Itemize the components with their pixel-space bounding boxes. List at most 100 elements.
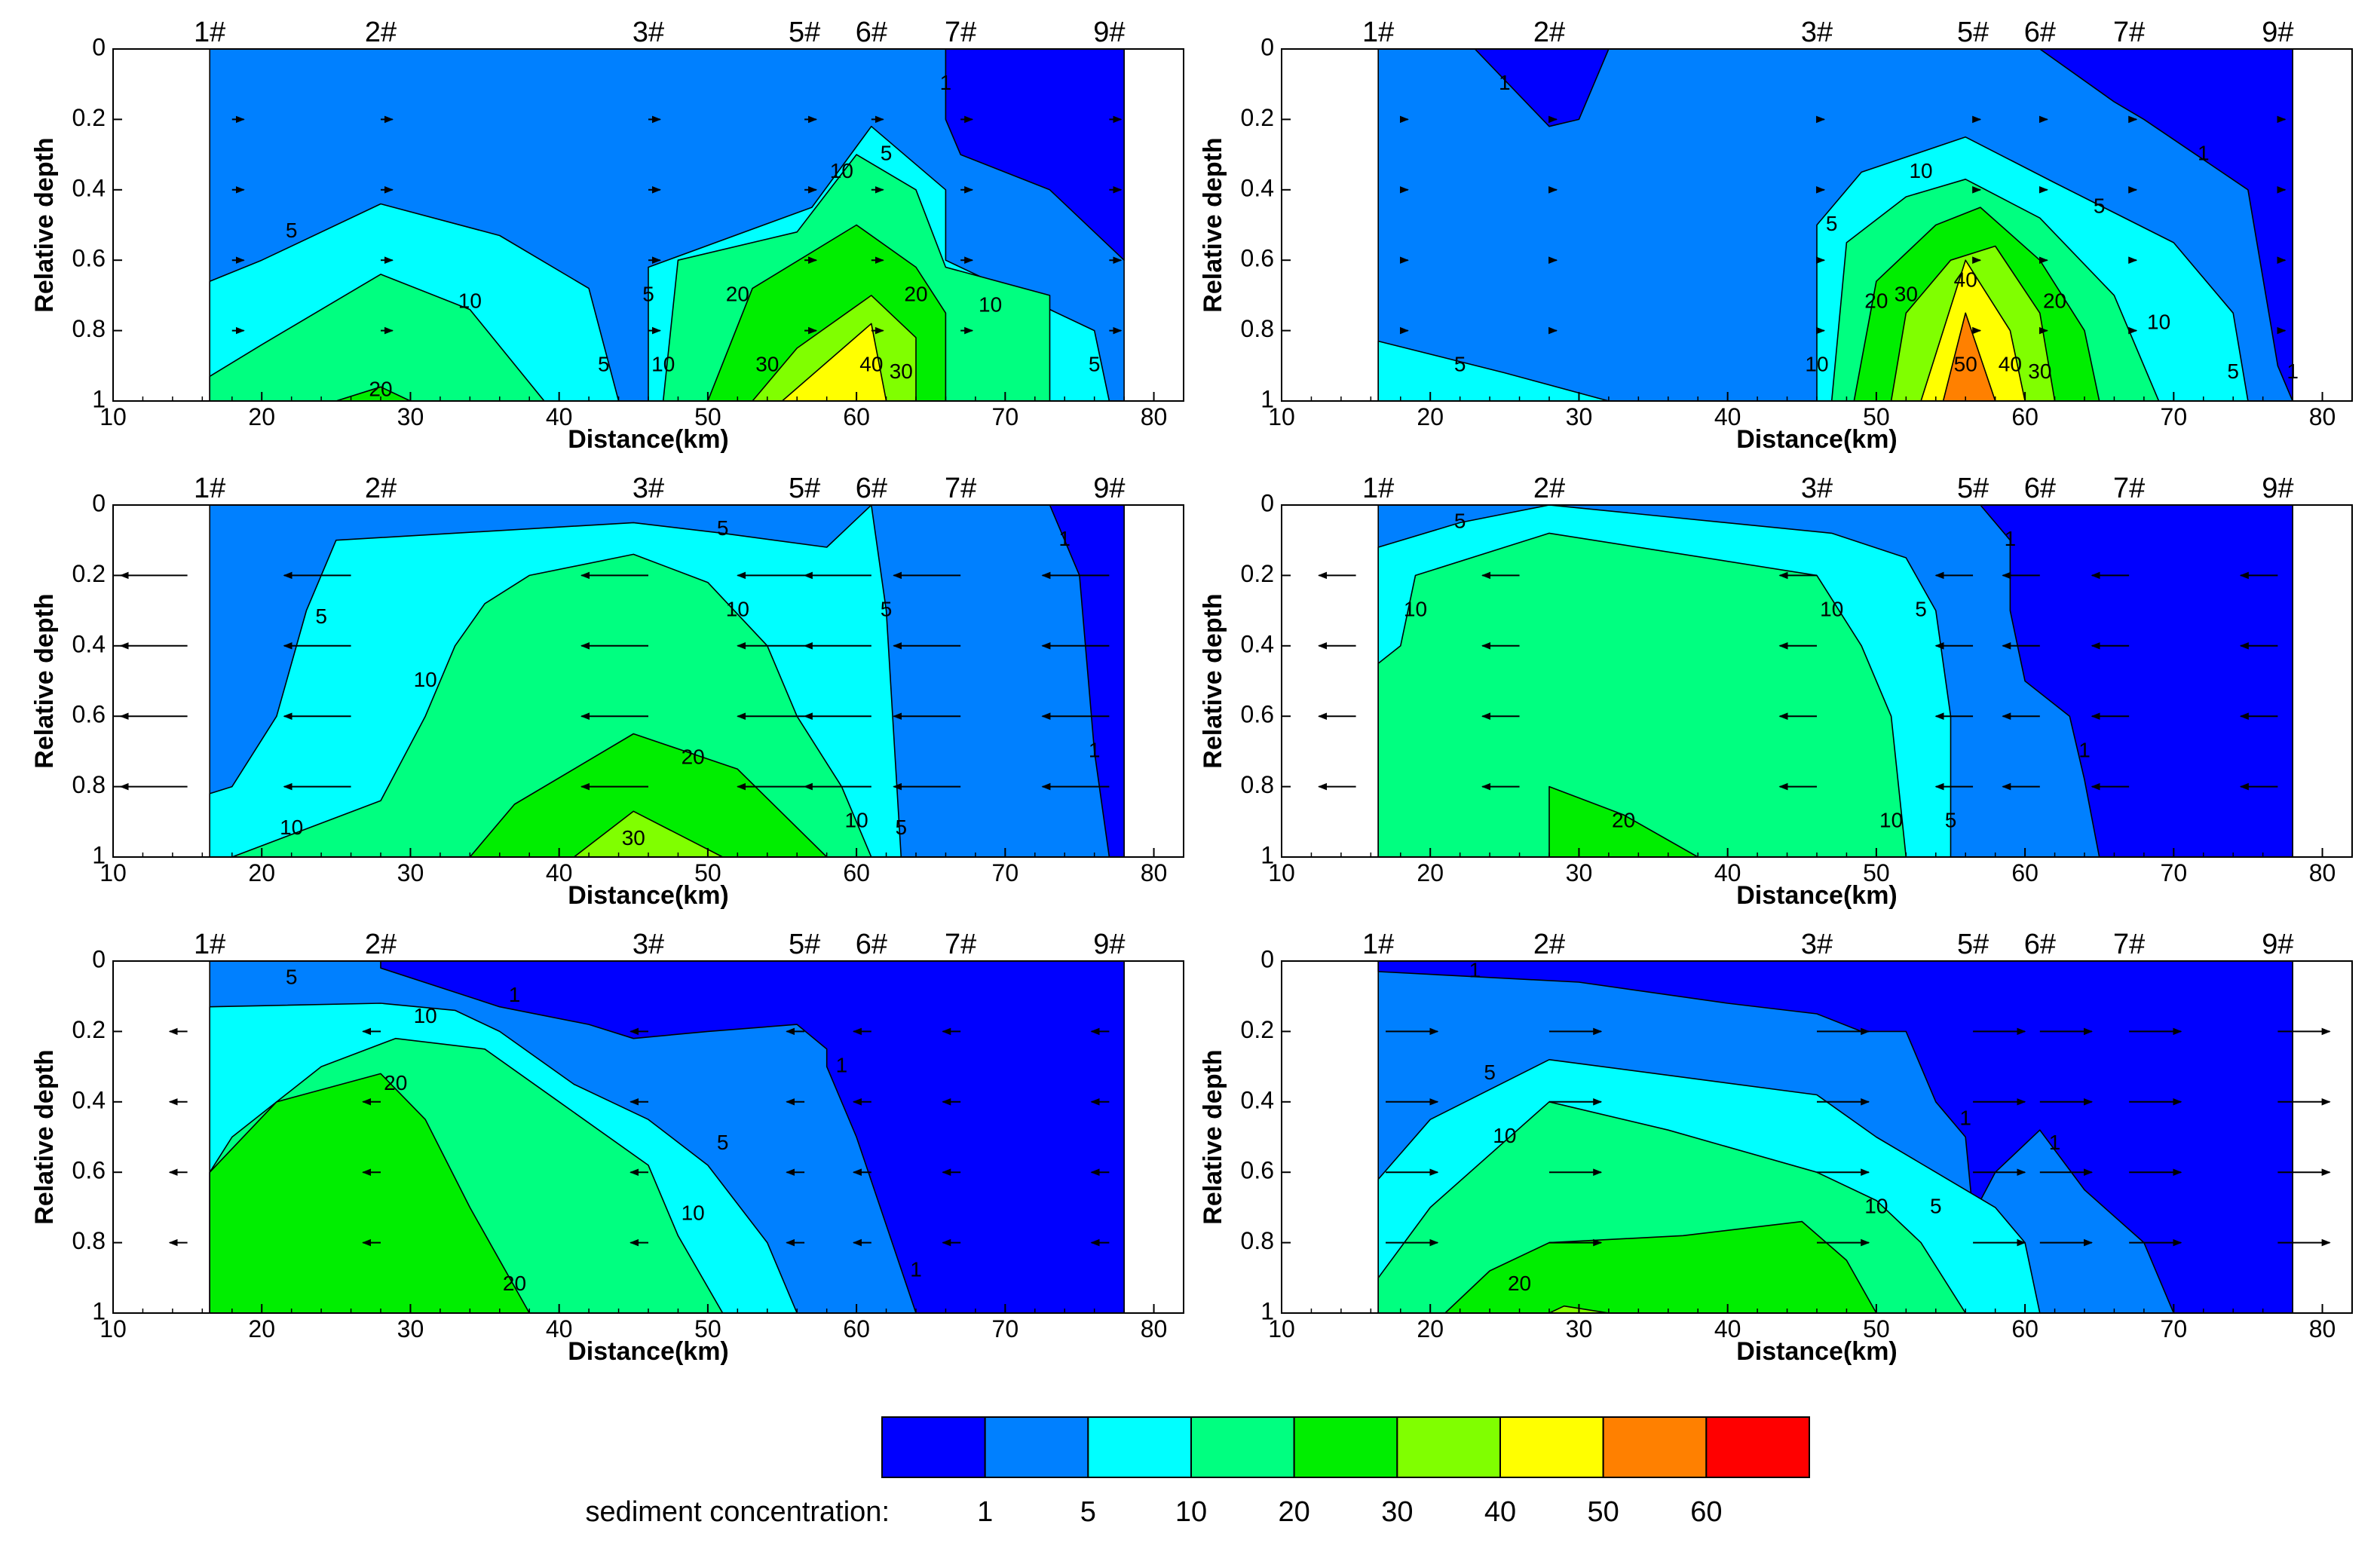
station-label: 1# — [194, 929, 225, 960]
contour-label: 5 — [717, 1131, 729, 1154]
contour-label: 10 — [458, 289, 482, 313]
x-tick-label: 60 — [843, 403, 870, 430]
station-label: 3# — [1801, 17, 1833, 48]
x-axis-title: Distance(km) — [568, 425, 729, 454]
contour-band-4 — [1548, 785, 1698, 857]
x-tick-label: 10 — [100, 403, 127, 430]
contour-band-2 — [1377, 961, 2293, 1313]
x-tick-label: 60 — [2011, 1315, 2038, 1342]
station-label: 5# — [789, 929, 820, 960]
contour-label: 20 — [1612, 809, 1635, 832]
contour-label: 30 — [1895, 282, 1918, 305]
station-label: 1# — [1362, 473, 1394, 504]
y-tick-label: 1 — [1260, 1297, 1274, 1324]
y-tick-label: 0.4 — [1241, 630, 1274, 657]
x-tick-label: 70 — [992, 859, 1019, 886]
contour-label: 5 — [598, 353, 610, 376]
station-label: 9# — [2262, 473, 2293, 504]
contour-label: 1 — [2198, 141, 2210, 164]
colorbar-swatch — [1396, 1416, 1502, 1478]
y-tick-label: 0.6 — [1241, 701, 1274, 728]
station-label: 2# — [1533, 473, 1565, 504]
station-label: 7# — [2113, 929, 2145, 960]
contour-label: 1 — [1058, 527, 1071, 550]
contour-label: 20 — [2043, 289, 2066, 313]
station-label: 1# — [1362, 17, 1394, 48]
contour-label: 1 — [836, 1053, 848, 1076]
x-tick-label: 20 — [248, 403, 275, 430]
contour-label: 5 — [717, 516, 729, 540]
station-label: 6# — [856, 17, 887, 48]
contour-label: 10 — [1909, 159, 1932, 182]
y-tick-label: 0 — [1260, 33, 1274, 60]
contour-bands: 5 10 10 5 10 5 20 1 1 — [1318, 505, 2293, 857]
x-tick-label: 60 — [843, 1315, 870, 1342]
x-tick-label: 30 — [1566, 1315, 1593, 1342]
y-axis-title: Relative depth — [1199, 593, 1227, 768]
colorbar-swatch — [1190, 1416, 1295, 1478]
contour-label: 5 — [1826, 212, 1838, 235]
y-tick-label: 0 — [92, 489, 106, 516]
x-tick-label: 70 — [992, 1315, 1019, 1342]
station-label: 7# — [2113, 17, 2145, 48]
contour-label: 50 — [1954, 353, 1977, 376]
contour-label: 10 — [1820, 597, 1843, 620]
contour-label: 5 — [286, 966, 298, 989]
y-tick-label: 0.8 — [1241, 771, 1274, 798]
station-label: 2# — [1533, 929, 1565, 960]
x-tick-label: 80 — [2309, 403, 2336, 430]
contour-label: 20 — [503, 1272, 526, 1295]
station-label: 3# — [1801, 473, 1833, 504]
contour-label: 5 — [1454, 510, 1466, 533]
y-tick-label: 0.8 — [1241, 315, 1274, 342]
contour-band-5 — [335, 386, 412, 401]
x-tick-label: 50 — [1863, 859, 1890, 886]
y-tick-label: 0.6 — [72, 701, 106, 728]
colorbar-swatch — [1499, 1416, 1604, 1478]
station-label: 6# — [856, 473, 887, 504]
station-label: 2# — [365, 929, 397, 960]
contour-label: 30 — [755, 353, 779, 376]
contour-label: 30 — [890, 360, 913, 383]
station-label: 6# — [856, 929, 887, 960]
station-label: 9# — [1093, 17, 1125, 48]
contour-label: 10 — [845, 809, 868, 832]
station-label: 6# — [2024, 929, 2056, 960]
contour-label: 5 — [1945, 809, 1957, 832]
y-tick-label: 0.4 — [72, 1086, 106, 1113]
station-label: 3# — [633, 473, 664, 504]
contour-label: 20 — [1864, 289, 1888, 313]
contour-label: 10 — [830, 159, 853, 182]
contour-label: 40 — [859, 353, 883, 376]
y-tick-label: 0.2 — [72, 104, 106, 131]
x-tick-label: 70 — [2161, 1315, 2188, 1342]
station-label: 5# — [789, 17, 820, 48]
contour-label: 10 — [1879, 809, 1903, 832]
colorbar-swatch — [1705, 1416, 1810, 1478]
station-label: 5# — [1957, 929, 1989, 960]
colorbar-tick-label: 50 — [1588, 1496, 1619, 1528]
station-label: 2# — [365, 473, 397, 504]
x-axis-title: Distance(km) — [1736, 1337, 1898, 1366]
station-label: 7# — [945, 473, 976, 504]
contour-label: 10 — [414, 668, 437, 691]
x-tick-label: 30 — [397, 403, 424, 430]
contour-band-4 — [209, 274, 545, 401]
y-tick-label: 0.4 — [1241, 174, 1274, 201]
x-tick-label: 20 — [248, 1315, 275, 1342]
station-label: 1# — [1362, 929, 1394, 960]
y-tick-label: 0.2 — [1241, 104, 1274, 131]
y-axis-title: Relative depth — [30, 1049, 59, 1224]
contour-label: 1 — [2078, 738, 2091, 761]
contour-label: 30 — [622, 826, 645, 849]
contour-band-4 — [1377, 340, 1610, 401]
contour-label: 40 — [1954, 268, 1977, 292]
contour-label: 20 — [1508, 1272, 1531, 1295]
contour-label: 5 — [895, 816, 907, 839]
contour-label: 5 — [1089, 353, 1101, 376]
contour-label: 10 — [280, 816, 303, 839]
